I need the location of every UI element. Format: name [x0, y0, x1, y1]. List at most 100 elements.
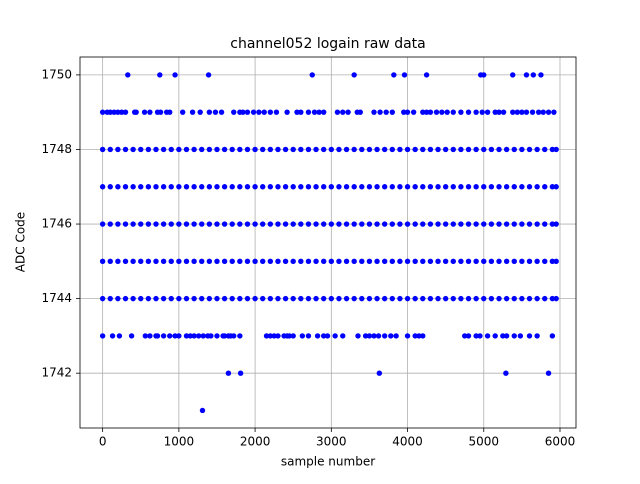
point	[351, 295, 357, 302]
point	[214, 333, 220, 339]
point	[231, 333, 237, 339]
point	[553, 258, 559, 265]
point	[488, 221, 495, 227]
point	[305, 109, 312, 115]
point	[138, 221, 144, 227]
point	[465, 258, 472, 265]
point	[199, 146, 205, 153]
point	[439, 109, 445, 115]
point	[492, 109, 498, 115]
point	[284, 109, 290, 115]
point	[503, 258, 510, 265]
point	[359, 258, 365, 265]
point	[473, 146, 479, 153]
point	[199, 295, 205, 302]
point	[420, 146, 426, 153]
point	[313, 258, 319, 265]
point	[458, 109, 464, 115]
point	[314, 333, 321, 339]
x-tick-label: 1000	[164, 435, 195, 449]
point	[473, 109, 479, 115]
point	[275, 333, 281, 339]
point	[240, 109, 246, 115]
point	[320, 109, 327, 115]
point	[231, 109, 237, 115]
point	[107, 258, 113, 265]
point	[290, 146, 296, 153]
point	[450, 258, 456, 265]
point	[267, 258, 274, 265]
point	[172, 333, 178, 339]
point	[130, 184, 136, 190]
point	[366, 184, 373, 190]
point	[423, 109, 430, 115]
point	[355, 333, 361, 339]
point	[553, 221, 559, 227]
point	[458, 184, 464, 190]
point	[371, 333, 377, 339]
point	[107, 295, 113, 302]
point	[534, 184, 540, 190]
point	[187, 333, 193, 339]
point	[221, 221, 228, 227]
point	[511, 258, 517, 265]
point	[462, 333, 468, 339]
point	[381, 221, 388, 227]
point	[359, 184, 365, 190]
point	[128, 333, 135, 339]
point	[298, 258, 304, 265]
point	[371, 109, 377, 115]
point	[138, 295, 144, 302]
point	[122, 258, 129, 265]
point	[465, 221, 472, 227]
point	[107, 146, 113, 153]
point	[458, 146, 464, 153]
point	[130, 258, 136, 265]
point	[549, 146, 556, 153]
point	[237, 333, 243, 339]
point	[412, 146, 418, 153]
point	[183, 258, 190, 265]
point	[305, 258, 312, 265]
point	[374, 184, 380, 190]
point	[320, 221, 327, 227]
point	[465, 333, 472, 339]
point	[260, 258, 266, 265]
point	[107, 184, 113, 190]
point	[107, 221, 113, 227]
point	[298, 221, 304, 227]
point	[290, 258, 296, 265]
point	[519, 146, 525, 153]
point	[481, 146, 487, 153]
point	[183, 184, 190, 190]
point	[404, 146, 411, 153]
point	[282, 146, 289, 153]
point	[450, 184, 456, 190]
point	[122, 109, 129, 115]
point	[313, 146, 319, 153]
point	[271, 333, 277, 339]
point	[275, 221, 281, 227]
point	[138, 258, 144, 265]
point	[191, 221, 197, 227]
point	[147, 333, 153, 339]
point	[442, 295, 449, 302]
point	[199, 407, 206, 414]
point	[167, 109, 173, 115]
point	[377, 109, 383, 115]
point	[237, 295, 243, 302]
point	[298, 109, 304, 115]
point	[221, 146, 228, 153]
point	[465, 184, 472, 190]
point	[261, 109, 267, 115]
point	[496, 295, 502, 302]
point	[267, 146, 274, 153]
point	[160, 146, 167, 153]
point	[465, 295, 472, 302]
y-tick-label: 1742	[41, 366, 72, 380]
point	[299, 333, 306, 339]
point	[99, 146, 106, 153]
point	[191, 258, 197, 265]
point	[549, 221, 556, 227]
